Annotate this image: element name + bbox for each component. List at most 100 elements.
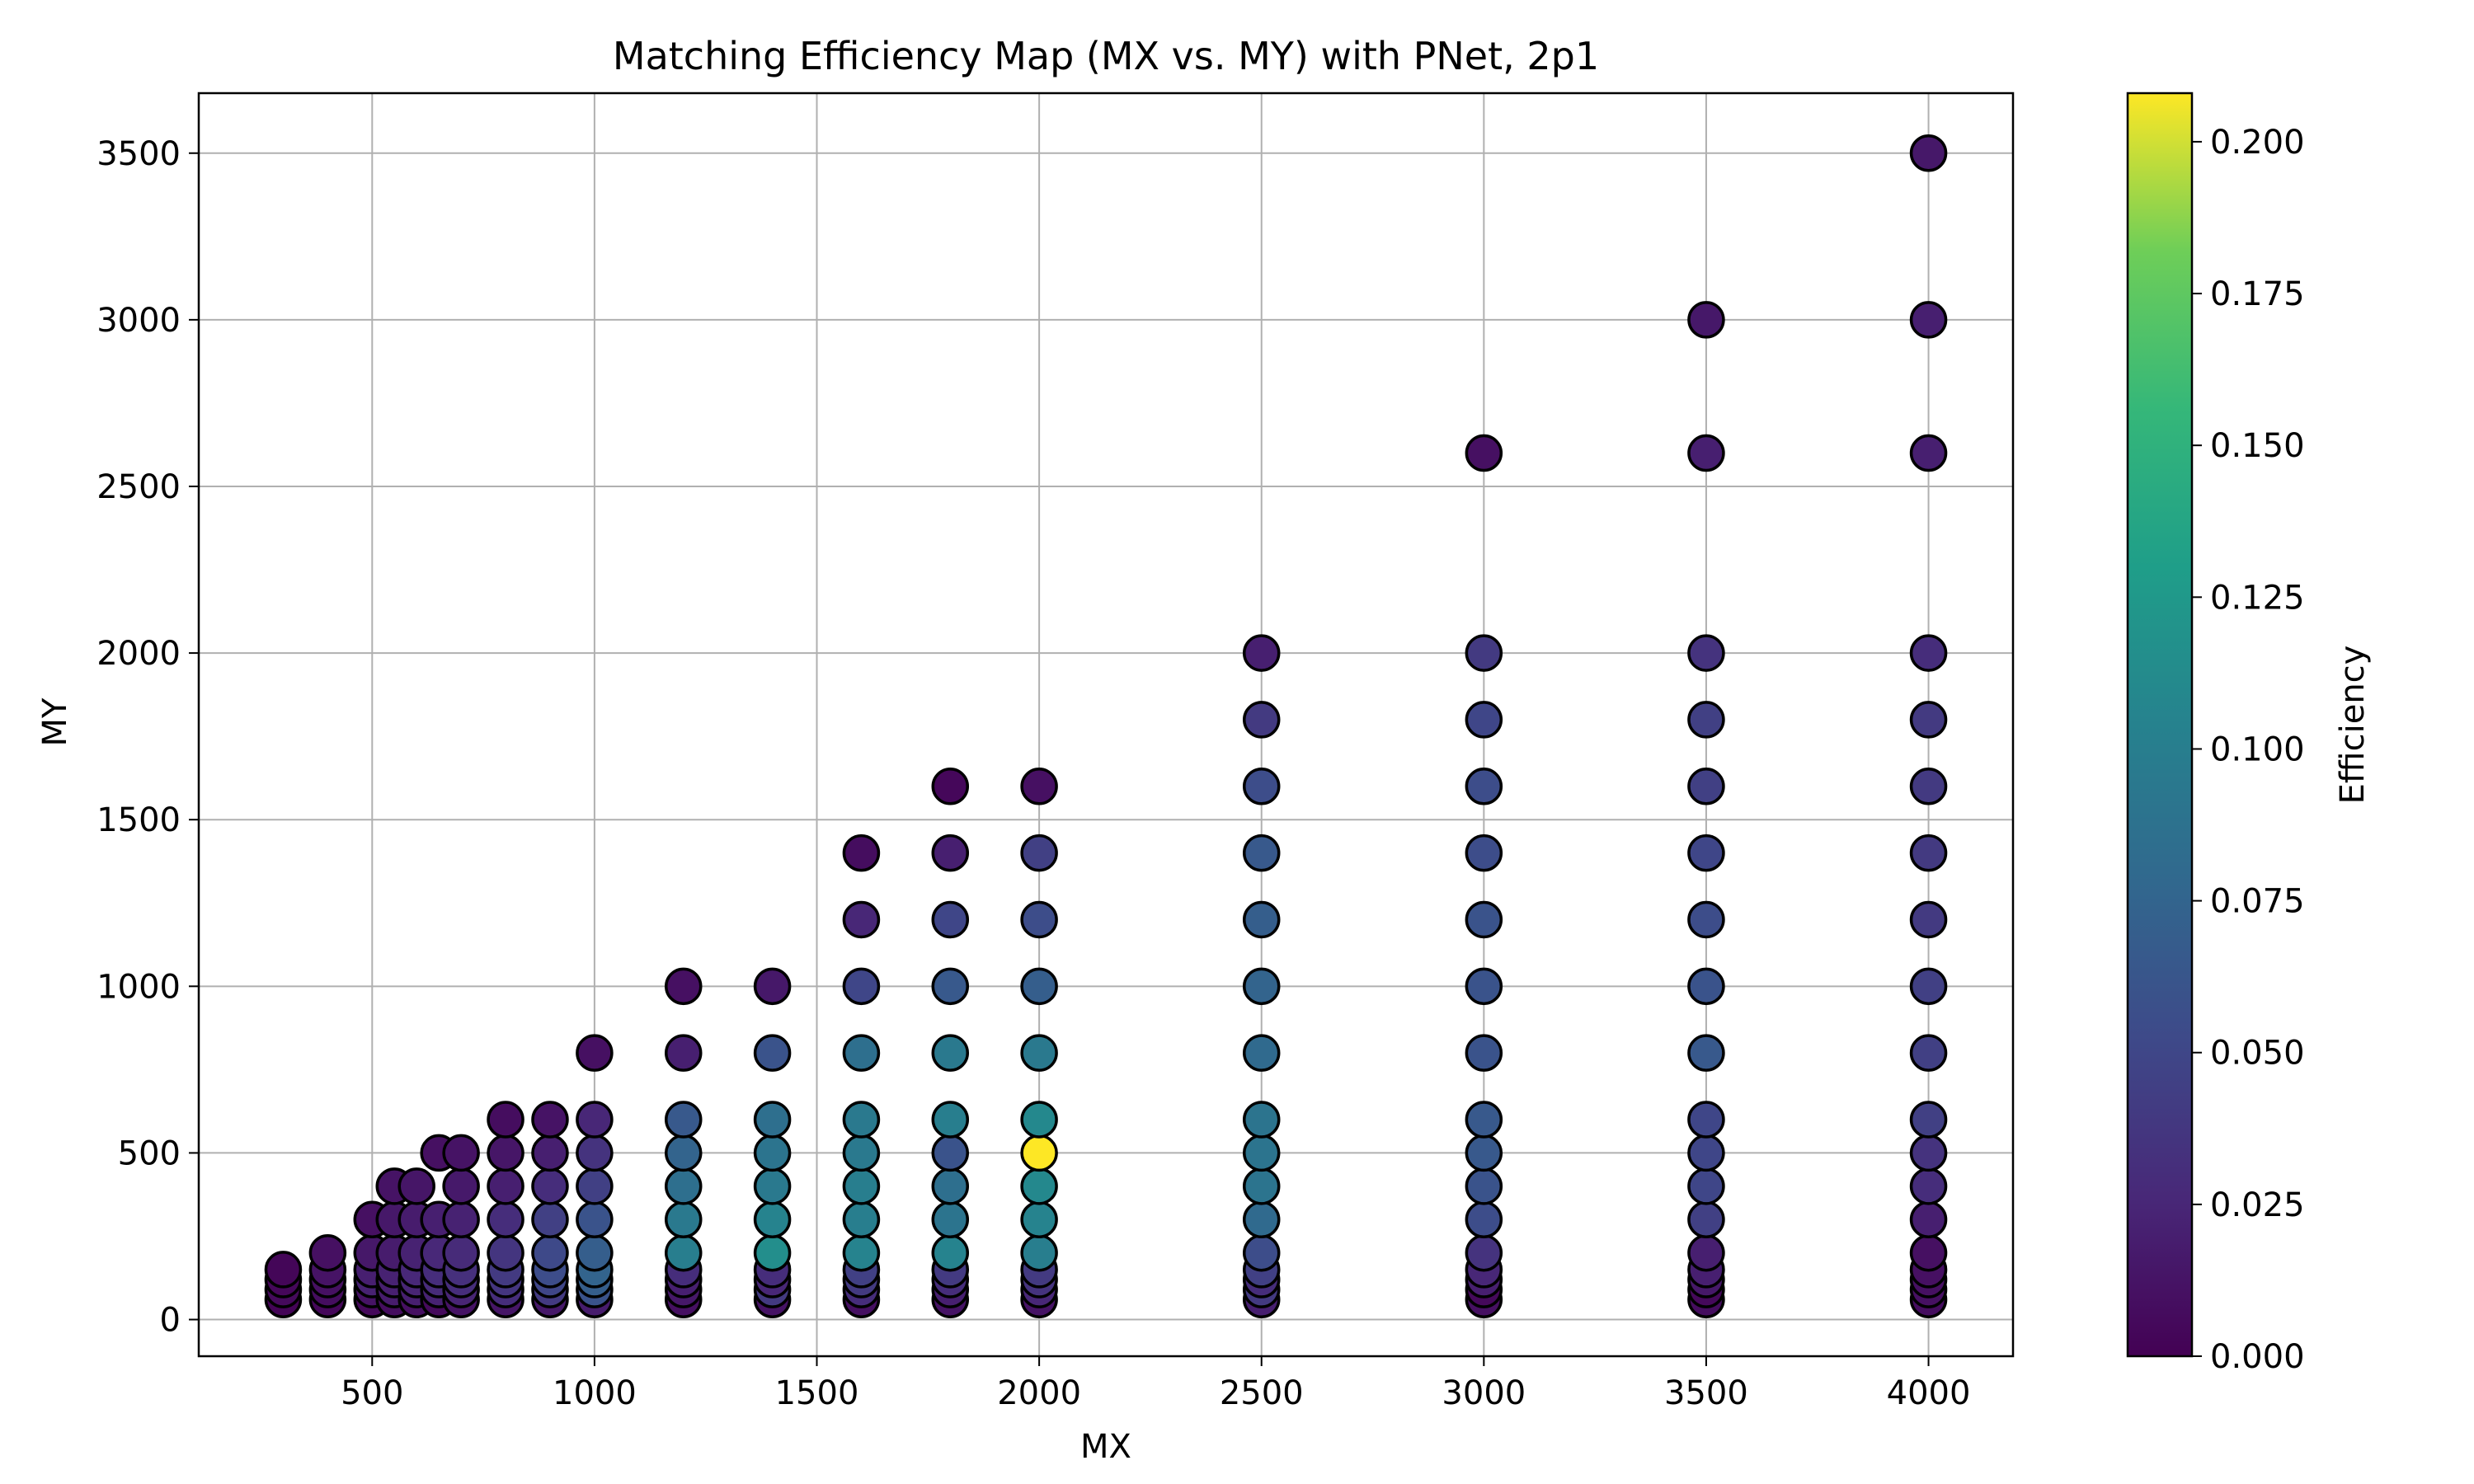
scatter-point bbox=[1242, 1101, 1281, 1139]
scatter-point bbox=[1242, 1233, 1281, 1272]
scatter-point bbox=[1465, 1167, 1503, 1205]
scatter-point bbox=[931, 1200, 970, 1239]
scatter-point bbox=[1687, 701, 1725, 739]
scatter-point bbox=[753, 1134, 792, 1172]
scatter-point bbox=[931, 834, 970, 872]
scatter-point bbox=[664, 967, 703, 1006]
scatter-point bbox=[1242, 900, 1281, 939]
scatter-point bbox=[487, 1200, 524, 1239]
colorbar-tick-label: 0.000 bbox=[2210, 1338, 2305, 1376]
scatter-point bbox=[1909, 900, 1948, 939]
scatter-point bbox=[842, 967, 881, 1006]
x-tick-label: 500 bbox=[341, 1374, 403, 1412]
colorbar-tick-label: 0.175 bbox=[2210, 275, 2305, 313]
scatter-point bbox=[1242, 967, 1281, 1006]
y-tick-label: 500 bbox=[118, 1134, 181, 1172]
scatter-point bbox=[842, 1200, 881, 1239]
scatter-point bbox=[1020, 1233, 1058, 1272]
scatter-point bbox=[931, 1034, 970, 1072]
scatter-point bbox=[753, 967, 792, 1006]
scatter-point bbox=[1465, 967, 1503, 1006]
colorbar-tick-label: 0.025 bbox=[2210, 1186, 2305, 1224]
colorbar-tick-label: 0.100 bbox=[2210, 730, 2305, 768]
scatter-point bbox=[664, 1034, 703, 1072]
scatter-point bbox=[1465, 1200, 1503, 1239]
scatter-point bbox=[1465, 1101, 1503, 1139]
scatter-point bbox=[1465, 768, 1503, 805]
scatter-point bbox=[576, 1233, 614, 1272]
colorbar-tick-label: 0.050 bbox=[2210, 1035, 2305, 1073]
scatter-point bbox=[1465, 900, 1503, 939]
scatter-point bbox=[931, 967, 970, 1006]
colorbar bbox=[2126, 92, 2194, 1358]
scatter-point bbox=[753, 1233, 792, 1272]
scatter-point bbox=[1020, 967, 1058, 1006]
scatter-point bbox=[842, 834, 881, 872]
scatter-point bbox=[1687, 900, 1725, 939]
scatter-point bbox=[1242, 1134, 1281, 1172]
scatter-point bbox=[1909, 834, 1948, 872]
scatter-point bbox=[931, 1233, 970, 1272]
y-tick-label: 3000 bbox=[96, 302, 181, 340]
scatter-point bbox=[308, 1233, 347, 1272]
scatter-point bbox=[1465, 701, 1503, 739]
scatter-point bbox=[1909, 768, 1948, 805]
scatter-point bbox=[753, 1167, 792, 1205]
scatter-point bbox=[1687, 1233, 1725, 1272]
plot-frame bbox=[197, 92, 2015, 1358]
y-tick-label: 1000 bbox=[96, 968, 181, 1006]
scatter-point bbox=[753, 1101, 792, 1139]
scatter-point bbox=[1687, 434, 1725, 472]
scatter-point bbox=[931, 1101, 970, 1139]
colorbar-tick-label: 0.075 bbox=[2210, 883, 2305, 921]
scatter-point bbox=[1687, 1167, 1725, 1205]
scatter-point bbox=[1909, 134, 1948, 172]
scatter-point bbox=[442, 1134, 480, 1172]
y-tick-label: 0 bbox=[160, 1302, 181, 1340]
scatter-point bbox=[442, 1167, 480, 1205]
x-tick-label: 3500 bbox=[1664, 1374, 1748, 1412]
scatter-point bbox=[487, 1233, 524, 1272]
scatter-point bbox=[842, 900, 881, 939]
scatter-point bbox=[1242, 634, 1281, 672]
scatter-point bbox=[1687, 301, 1725, 339]
scatter-point bbox=[1465, 434, 1503, 472]
scatter-point bbox=[487, 1134, 524, 1172]
y-tick-label: 3500 bbox=[96, 135, 181, 173]
scatter-point bbox=[487, 1167, 524, 1205]
scatter-point bbox=[1465, 1034, 1503, 1072]
data-points bbox=[264, 134, 1948, 1319]
scatter-point bbox=[576, 1200, 614, 1239]
x-tick-label: 1000 bbox=[553, 1374, 637, 1412]
scatter-point bbox=[842, 1167, 881, 1205]
scatter-point bbox=[1909, 1233, 1948, 1272]
scatter-point bbox=[664, 1101, 703, 1139]
scatter-point bbox=[1242, 768, 1281, 805]
colorbar-label: Efficiency bbox=[2334, 646, 2372, 805]
scatter-point bbox=[1020, 1101, 1058, 1139]
scatter-point bbox=[664, 1167, 703, 1205]
scatter-point bbox=[1242, 1034, 1281, 1072]
scatter-point bbox=[487, 1101, 524, 1139]
scatter-point bbox=[1687, 634, 1725, 672]
scatter-point bbox=[397, 1167, 435, 1205]
scatter-point bbox=[842, 1134, 881, 1172]
colorbar-tick-label: 0.150 bbox=[2210, 427, 2305, 465]
scatter-point bbox=[1909, 1200, 1948, 1239]
scatter-point bbox=[576, 1167, 614, 1205]
scatter-point bbox=[1465, 834, 1503, 872]
x-tick-label: 3000 bbox=[1442, 1374, 1526, 1412]
chart-title: Matching Efficiency Map (MX vs. MY) with… bbox=[613, 34, 1599, 78]
scatter-point bbox=[842, 1101, 881, 1139]
scatter-point bbox=[1687, 768, 1725, 805]
scatter-point bbox=[1909, 701, 1948, 739]
scatter-point bbox=[1465, 634, 1503, 672]
x-tick-label: 2000 bbox=[997, 1374, 1081, 1412]
scatter-point bbox=[1687, 1101, 1725, 1139]
scatter-point bbox=[1020, 900, 1058, 939]
scatter-point bbox=[1242, 701, 1281, 739]
scatter-point bbox=[1242, 1167, 1281, 1205]
scatter-point bbox=[931, 768, 970, 805]
scatter-point bbox=[264, 1251, 303, 1289]
